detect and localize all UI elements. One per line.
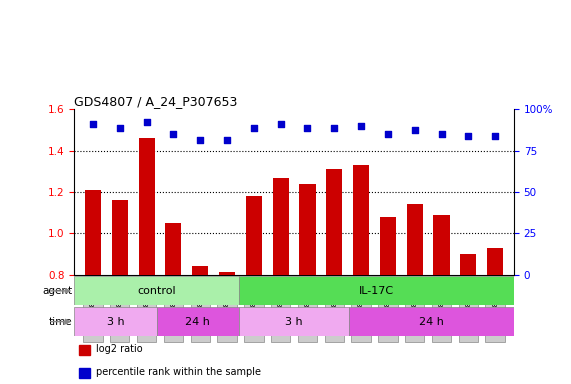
Bar xyxy=(239,276,514,305)
Point xyxy=(169,131,178,137)
FancyBboxPatch shape xyxy=(110,280,130,342)
Text: GSM808648: GSM808648 xyxy=(492,278,498,323)
Text: GSM808637: GSM808637 xyxy=(90,278,96,323)
Bar xyxy=(112,200,128,275)
FancyBboxPatch shape xyxy=(191,280,210,342)
FancyBboxPatch shape xyxy=(218,280,237,342)
Bar xyxy=(219,273,235,275)
Bar xyxy=(192,266,208,275)
Text: GSM808633: GSM808633 xyxy=(251,278,257,323)
FancyBboxPatch shape xyxy=(432,280,451,342)
Text: 24 h: 24 h xyxy=(419,316,444,327)
Text: agent: agent xyxy=(42,286,72,296)
Point xyxy=(383,131,392,137)
Point xyxy=(329,125,339,131)
Text: GSM808638: GSM808638 xyxy=(278,278,284,323)
Bar xyxy=(433,215,449,275)
Bar xyxy=(74,307,156,336)
Bar xyxy=(79,368,90,379)
Point xyxy=(410,127,419,133)
Text: GSM808647: GSM808647 xyxy=(465,278,471,323)
Text: GSM808640: GSM808640 xyxy=(304,278,311,323)
Point xyxy=(142,119,151,125)
Point xyxy=(250,125,259,131)
Point xyxy=(115,125,124,131)
Text: GSM808645: GSM808645 xyxy=(197,278,203,323)
Bar xyxy=(85,190,101,275)
Text: 3 h: 3 h xyxy=(107,316,124,327)
Text: percentile rank within the sample: percentile rank within the sample xyxy=(96,367,261,377)
Bar xyxy=(460,254,476,275)
FancyBboxPatch shape xyxy=(351,280,371,342)
Point xyxy=(276,121,286,127)
Text: 3 h: 3 h xyxy=(286,316,303,327)
Bar xyxy=(353,165,369,275)
Text: GSM808644: GSM808644 xyxy=(358,278,364,323)
FancyBboxPatch shape xyxy=(164,280,183,342)
Text: time: time xyxy=(49,316,72,327)
Point xyxy=(437,131,446,137)
Bar xyxy=(272,177,289,275)
Point xyxy=(89,121,98,127)
Bar xyxy=(246,196,262,275)
Point xyxy=(464,133,473,139)
Bar xyxy=(156,307,239,336)
Point xyxy=(196,137,205,144)
FancyBboxPatch shape xyxy=(137,280,156,342)
Text: GSM808642: GSM808642 xyxy=(117,278,123,323)
Bar xyxy=(407,204,423,275)
Bar xyxy=(239,307,349,336)
FancyBboxPatch shape xyxy=(325,280,344,342)
Text: log2 ratio: log2 ratio xyxy=(96,344,143,354)
Text: GDS4807 / A_24_P307653: GDS4807 / A_24_P307653 xyxy=(74,95,238,108)
Bar xyxy=(380,217,396,275)
Bar xyxy=(74,276,239,305)
Bar xyxy=(299,184,316,275)
Point xyxy=(303,125,312,131)
Bar xyxy=(79,345,90,356)
FancyBboxPatch shape xyxy=(378,280,397,342)
FancyBboxPatch shape xyxy=(485,280,505,342)
Text: GSM808646: GSM808646 xyxy=(224,278,230,323)
FancyBboxPatch shape xyxy=(83,280,103,342)
FancyBboxPatch shape xyxy=(298,280,317,342)
Text: IL-17C: IL-17C xyxy=(359,286,394,296)
Bar xyxy=(326,169,343,275)
Text: GSM808641: GSM808641 xyxy=(331,278,337,323)
Bar xyxy=(487,248,503,275)
FancyBboxPatch shape xyxy=(244,280,263,342)
Text: 24 h: 24 h xyxy=(186,316,210,327)
Text: GSM808635: GSM808635 xyxy=(385,278,391,323)
Point xyxy=(490,133,500,139)
FancyBboxPatch shape xyxy=(405,280,424,342)
Point xyxy=(356,123,365,129)
Point xyxy=(223,137,232,144)
Text: GSM808643: GSM808643 xyxy=(144,278,150,323)
Text: GSM808636: GSM808636 xyxy=(412,278,418,323)
Bar xyxy=(349,307,514,336)
Bar xyxy=(166,223,182,275)
FancyBboxPatch shape xyxy=(271,280,290,342)
Text: GSM808634: GSM808634 xyxy=(170,278,176,323)
Bar xyxy=(139,138,155,275)
Text: control: control xyxy=(138,286,176,296)
Text: GSM808639: GSM808639 xyxy=(439,278,444,323)
FancyBboxPatch shape xyxy=(459,280,478,342)
